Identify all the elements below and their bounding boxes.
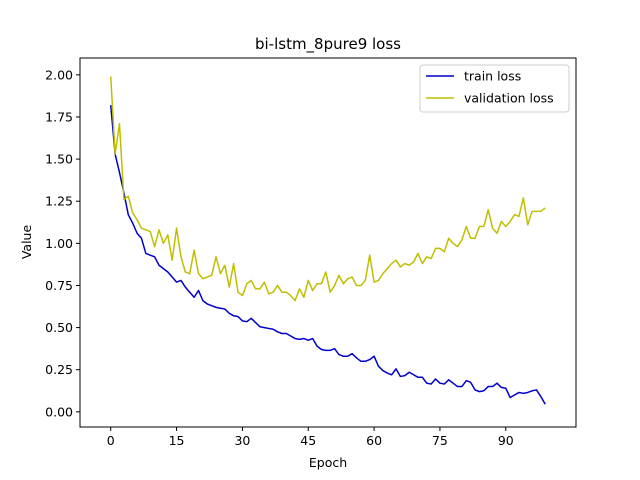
x-tick-label: 60 [366,433,382,448]
series-line-1 [109,76,546,302]
y-tick-label: 1.75 [45,109,73,124]
plot-border [79,57,577,428]
x-tick-label: 0 [107,433,115,448]
series-layer [109,76,546,405]
legend-box [419,64,570,113]
y-tick-label: 0.00 [45,404,73,419]
y-axis-label: Value [19,225,34,260]
legend-label-1: validation loss [464,91,554,106]
legend-label-0: train loss [464,69,521,84]
y-tick-label: 0.25 [45,362,73,377]
x-tick-label: 45 [300,433,316,448]
x-tick-label: 90 [498,433,514,448]
x-tick-label: 15 [169,433,185,448]
y-tick-label: 0.50 [45,320,73,335]
y-tick-label: 1.25 [45,194,73,209]
y-tick-label: 1.00 [45,236,73,251]
x-axis-label: Epoch [309,455,347,470]
x-tick-label: 30 [234,433,250,448]
series-line-0 [109,105,546,405]
y-axis-ticks: 0.00 0.25 0.50 0.75 1.00 1.25 1.50 1.75 2.00 [45,67,80,419]
x-tick-label: 75 [432,433,448,448]
chart-title: bi-lstm_8pure9 loss [255,35,401,54]
y-tick-label: 2.00 [45,67,73,82]
legend: train loss validation loss [419,64,570,113]
plot-area [80,58,576,427]
x-axis-ticks: 0 15 30 45 60 75 90 [107,427,514,448]
y-tick-label: 0.75 [45,278,73,293]
y-tick-label: 1.50 [45,152,73,167]
